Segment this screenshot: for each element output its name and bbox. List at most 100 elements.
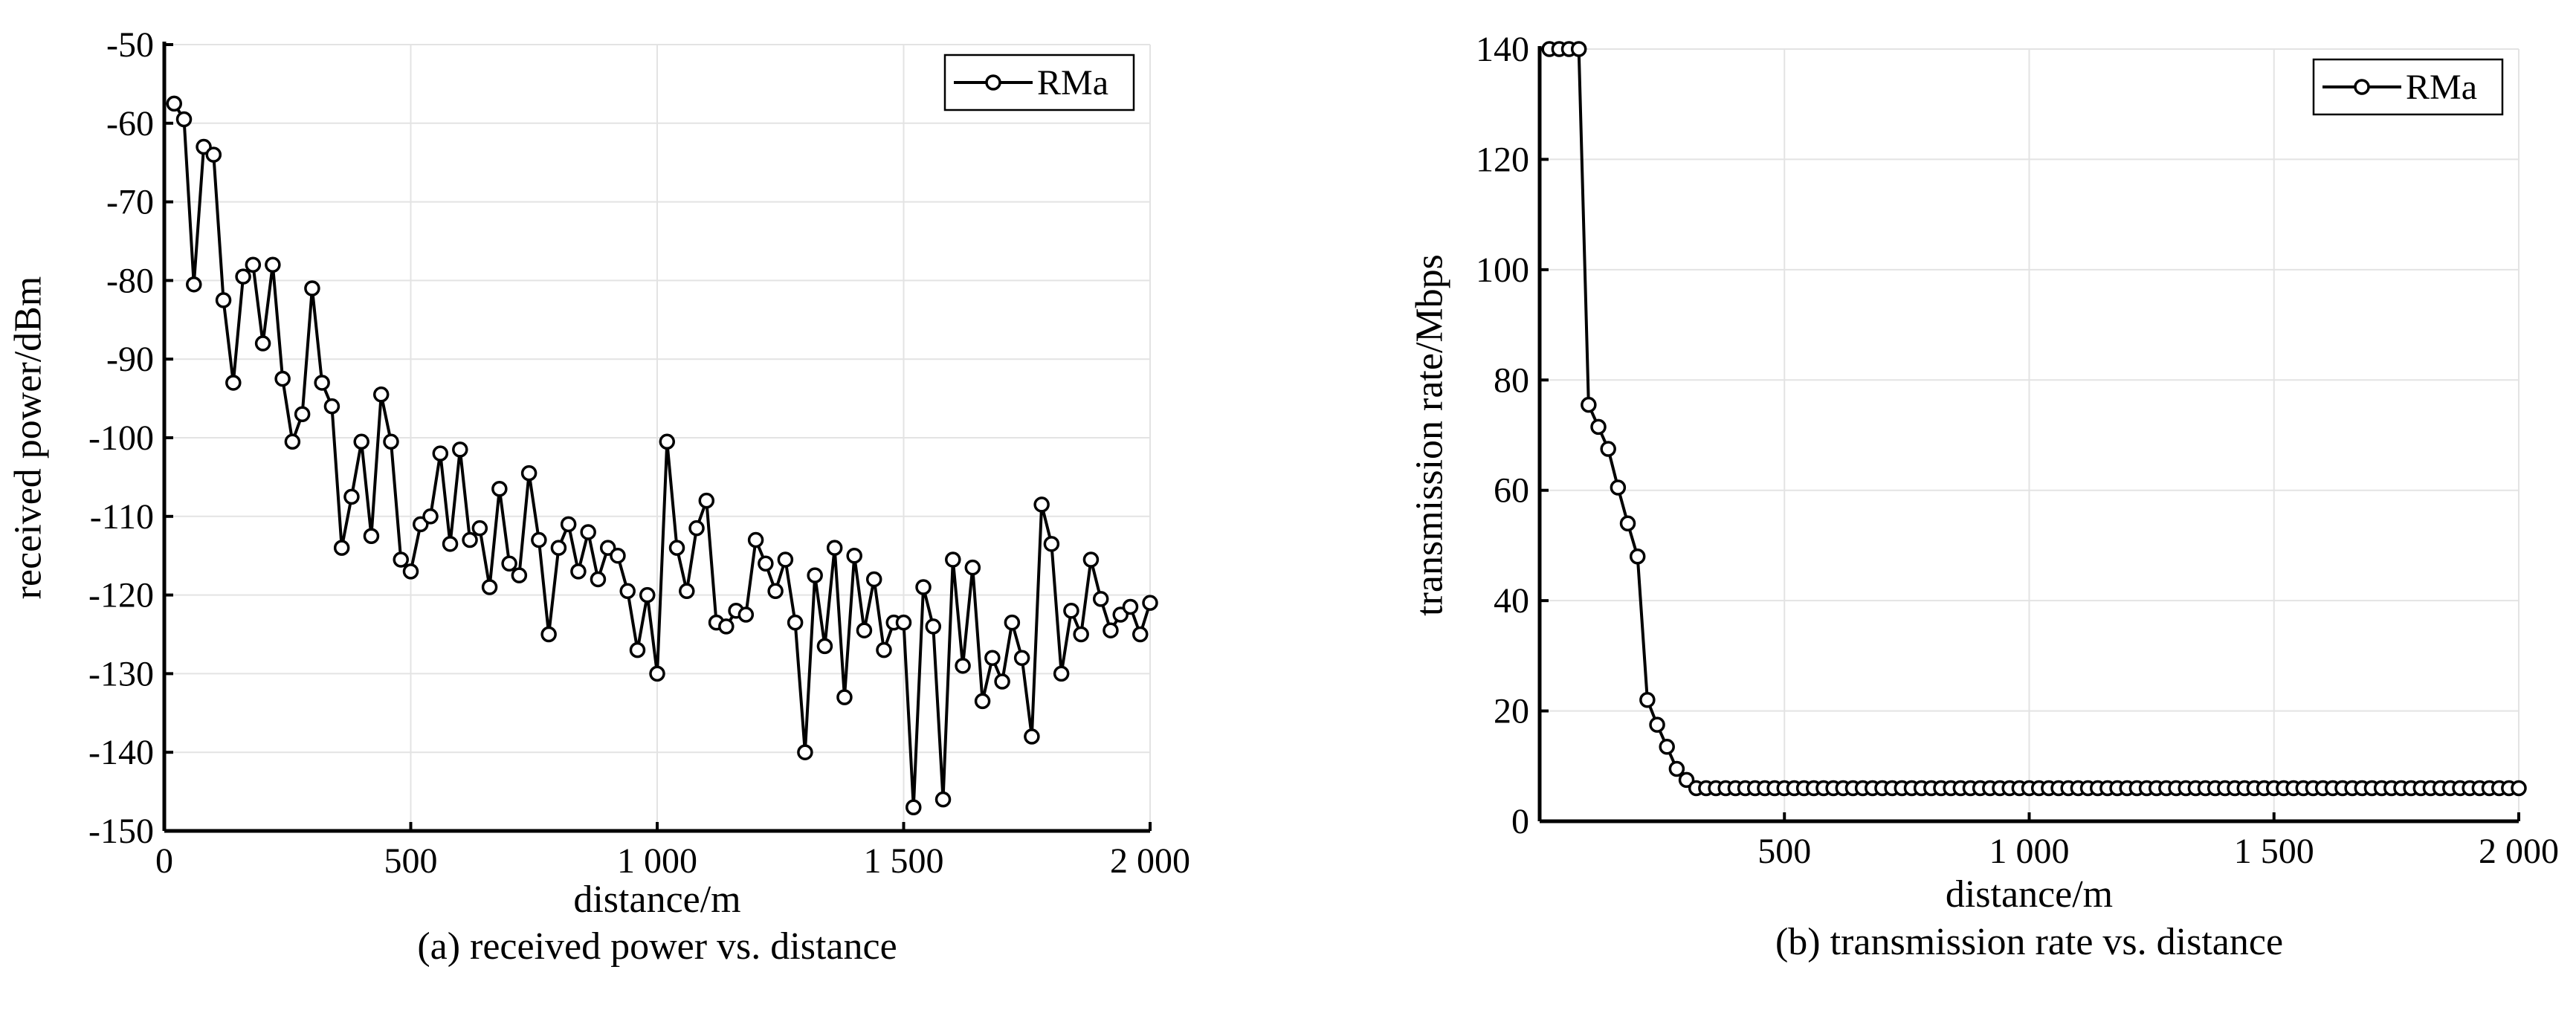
marker [343, 488, 360, 505]
marker [1103, 622, 1119, 638]
marker [659, 433, 676, 450]
y-tick-label: 60 [1494, 471, 1529, 511]
x-tick-label: 0 [155, 841, 173, 881]
marker [718, 618, 735, 635]
marker [945, 551, 961, 568]
marker [235, 268, 251, 285]
marker [688, 520, 705, 537]
y-tick-label: -60 [106, 104, 154, 143]
marker [1610, 479, 1627, 496]
marker [590, 571, 607, 588]
marker [797, 744, 813, 760]
marker [323, 398, 340, 415]
marker [1053, 665, 1070, 682]
caption: (b) transmission rate vs. distance [1775, 921, 2283, 963]
marker [254, 335, 271, 352]
marker [1581, 396, 1597, 413]
y-tick-label: 140 [1476, 30, 1529, 69]
x-tick-label: 500 [1757, 832, 1811, 871]
marker [1033, 496, 1050, 513]
marker [432, 445, 449, 462]
marker [974, 693, 991, 710]
x-tick-label: 500 [384, 841, 438, 881]
marker [895, 614, 912, 631]
marker [294, 406, 311, 423]
marker [1590, 418, 1607, 436]
y-tick-label: 80 [1494, 360, 1529, 400]
marker [422, 508, 439, 525]
y-tick-label: -100 [88, 418, 154, 458]
y-tick-label: -80 [106, 261, 154, 300]
marker [629, 641, 646, 658]
marker [1092, 591, 1109, 607]
marker [668, 540, 685, 556]
marker [1639, 691, 1656, 708]
y-tick-label: 20 [1494, 692, 1529, 731]
marker [274, 370, 291, 387]
marker [619, 583, 636, 600]
marker [205, 146, 222, 163]
marker [462, 531, 478, 548]
marker [501, 555, 517, 572]
marker [175, 111, 193, 128]
marker [1024, 728, 1040, 745]
marker [1082, 551, 1100, 568]
x-tick-label: 1 500 [2234, 832, 2314, 871]
x-tick-label: 2 000 [2479, 832, 2559, 871]
y-tick-label: -50 [106, 25, 154, 65]
marker [846, 547, 862, 564]
y-axis-label: received power/dBm [7, 276, 50, 600]
marker [1659, 739, 1675, 755]
marker [964, 559, 981, 576]
marker [393, 551, 409, 568]
marker [816, 638, 833, 655]
marker [1629, 548, 1646, 565]
marker [452, 441, 468, 458]
marker [1668, 760, 1685, 777]
marker [906, 799, 922, 816]
marker [777, 551, 794, 568]
x-tick-label: 1 500 [864, 841, 944, 881]
marker [560, 516, 577, 533]
y-tick-label: -120 [88, 576, 154, 615]
marker [767, 583, 784, 600]
marker [758, 555, 774, 572]
legend-marker [2354, 79, 2370, 95]
y-axis-label: transmission rate/Mbps [1409, 254, 1451, 616]
y-tick-label: 100 [1476, 250, 1529, 290]
x-tick-label: 2 000 [1110, 841, 1190, 881]
marker [520, 465, 538, 482]
marker [1004, 614, 1021, 631]
marker [2511, 780, 2527, 797]
marker [540, 626, 557, 643]
marker [1013, 650, 1030, 666]
marker [550, 540, 567, 556]
marker [1122, 598, 1139, 615]
y-tick-label: -130 [88, 654, 154, 693]
marker [1600, 441, 1616, 457]
x-tick-label: 1 000 [1989, 832, 2070, 871]
marker [1678, 771, 1695, 789]
y-tick-label: 120 [1476, 140, 1529, 179]
y-tick-label: 40 [1494, 581, 1529, 621]
marker [225, 375, 242, 391]
x-axis-label: distance/m [1946, 873, 2113, 916]
marker [1073, 626, 1089, 643]
legend-marker [985, 74, 1001, 91]
x-axis-label: distance/m [573, 878, 740, 921]
marker [314, 375, 330, 391]
y-tick-label: -150 [88, 812, 154, 851]
marker [925, 618, 942, 635]
marker [245, 256, 262, 273]
y-tick-label: -90 [106, 340, 154, 379]
caption: (a) received power vs. distance [417, 925, 897, 968]
y-tick-label: -70 [106, 183, 154, 222]
marker [471, 520, 488, 537]
marker [1063, 603, 1079, 619]
marker [1619, 515, 1636, 531]
marker [787, 614, 804, 631]
y-tick-label: -140 [88, 733, 154, 772]
marker [304, 280, 320, 297]
marker [402, 563, 419, 580]
marker [1132, 626, 1149, 643]
